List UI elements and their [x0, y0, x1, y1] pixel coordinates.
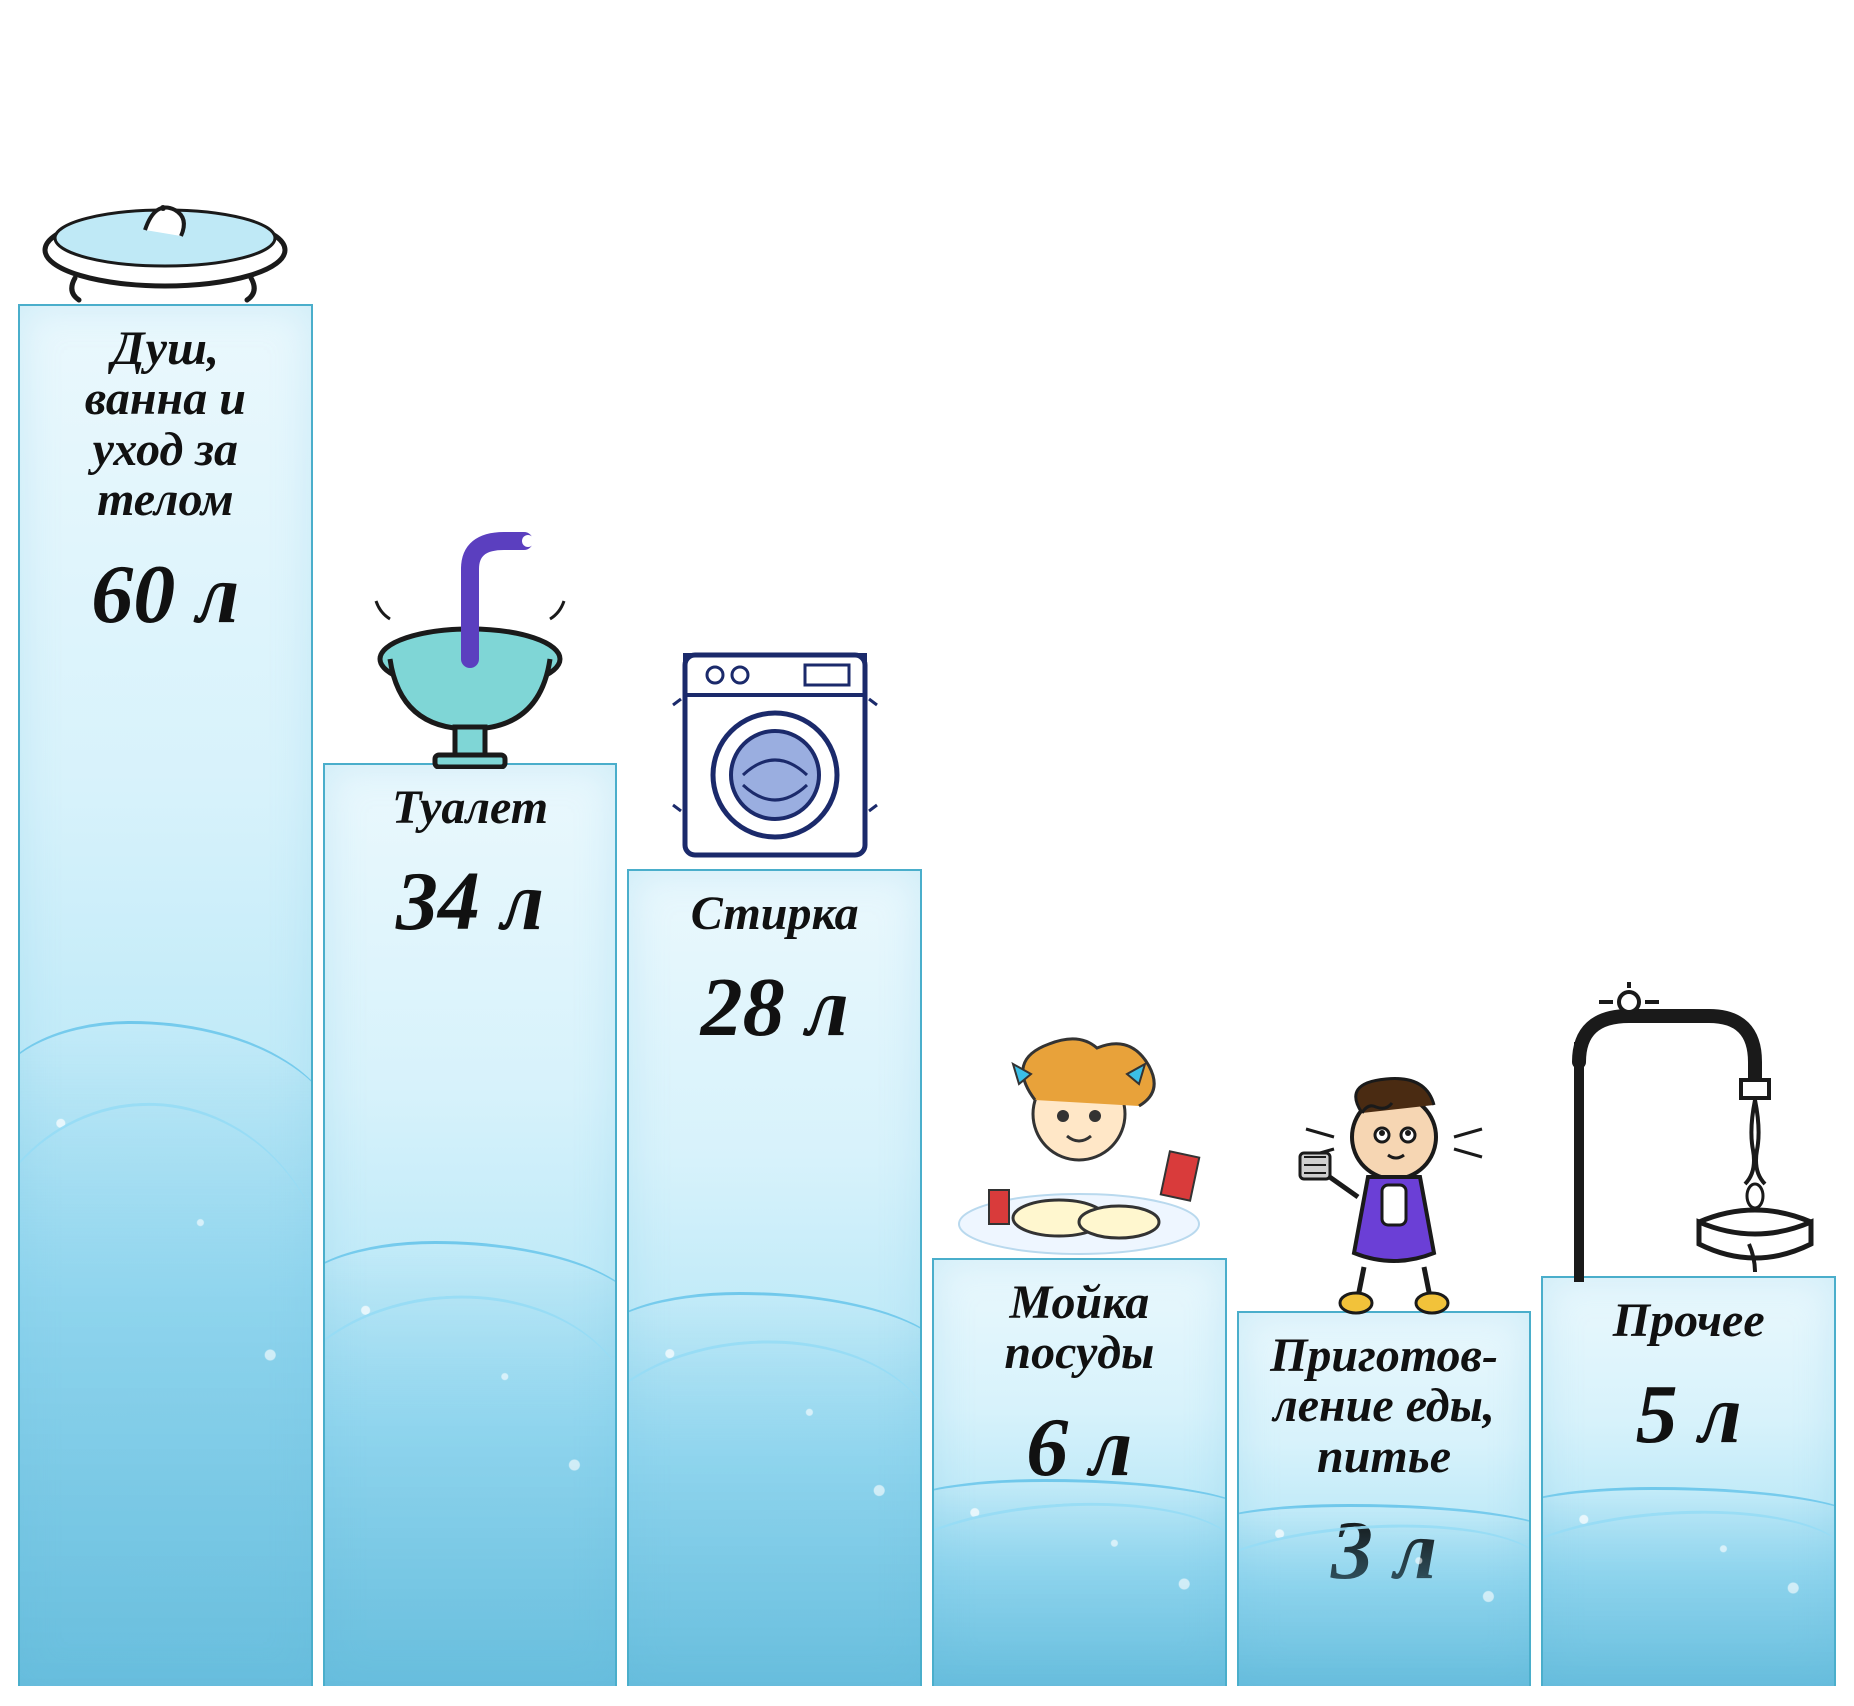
bar-label: Душ, ванна и уход за телом: [20, 306, 311, 532]
bar-column: Стирка28 л: [627, 869, 922, 1686]
bar-value: 34 л: [325, 839, 616, 950]
bar-label: Туалет: [325, 765, 616, 839]
bar-3: Мойка посуды6 л: [934, 1004, 1225, 1686]
bath-icon: [20, 50, 311, 310]
bar-column: Душ, ванна и уход за телом60 л: [18, 304, 313, 1686]
bar-label: Стирка: [629, 871, 920, 945]
bar-column: Туалет34 л: [323, 763, 618, 1686]
water-usage-bar-chart: Душ, ванна и уход за телом60 л Туалет34 …: [20, 20, 1834, 1686]
bar-label: Приготов- ление еды, питье: [1239, 1313, 1530, 1488]
bar-5: Прочее5 л: [1543, 1022, 1834, 1686]
bar-column: Приготов- ление еды, питье3 л: [1237, 1311, 1532, 1686]
bar-label: Прочее: [1543, 1278, 1834, 1352]
bar-0: Душ, ванна и уход за телом60 л: [20, 50, 311, 1686]
dishwashing-icon: [934, 1004, 1225, 1264]
bar-1: Туалет34 л: [325, 509, 616, 1686]
bar-value: 6 л: [934, 1385, 1225, 1496]
bar-column: Мойка посуды6 л: [932, 1258, 1227, 1686]
bar-4: Приготов- ление еды, питье3 л: [1239, 1057, 1530, 1686]
bar-2: Стирка28 л: [629, 615, 920, 1686]
bar-label: Мойка посуды: [934, 1260, 1225, 1385]
bar-value: 60 л: [20, 532, 311, 643]
cooking-icon: [1239, 1057, 1530, 1317]
toilet-icon: [325, 509, 616, 769]
bar-value: 28 л: [629, 945, 920, 1056]
faucet-icon: [1543, 1022, 1834, 1282]
bar-value: 5 л: [1543, 1352, 1834, 1463]
washing-machine-icon: [629, 615, 920, 875]
bar-column: Прочее5 л: [1541, 1276, 1836, 1686]
bar-value: 3 л: [1239, 1488, 1530, 1599]
